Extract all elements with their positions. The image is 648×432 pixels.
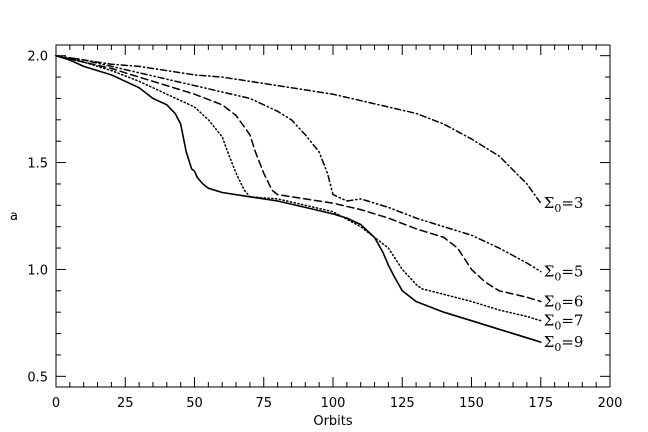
series-label-value: =5 (561, 263, 583, 281)
series-2: Σ0=5 (55, 54, 584, 284)
y-tick-label: 1.5 (27, 157, 48, 172)
series-label-value: =3 (561, 194, 583, 212)
series-label-subscript: 0 (554, 202, 561, 215)
series-label: Σ0=6 (544, 293, 584, 314)
series-label-symbol: Σ (544, 333, 555, 351)
x-tick-label: 150 (459, 396, 484, 411)
series-label: Σ0=3 (544, 194, 584, 215)
series-label-symbol: Σ (544, 263, 555, 281)
y-tick-label: 0.5 (27, 370, 48, 385)
x-axis-title: Orbits (313, 414, 353, 429)
y-tick-label: 2.0 (27, 50, 48, 65)
series-4: Σ0=7 (55, 54, 584, 333)
series-3: Σ0=6 (55, 54, 584, 314)
x-tick-label: 175 (528, 396, 553, 411)
series-label: Σ0=7 (544, 312, 584, 333)
series-label-value: =9 (561, 333, 583, 351)
series-label: Σ0=9 (544, 333, 584, 354)
series-label: Σ0=5 (544, 263, 584, 284)
series-label-value: =6 (561, 293, 583, 311)
series-label-symbol: Σ (544, 312, 555, 330)
series-label-symbol: Σ (544, 293, 555, 311)
x-tick-label: 25 (117, 396, 134, 411)
x-tick-label: 50 (186, 396, 203, 411)
x-tick-label: 0 (52, 396, 60, 411)
y-axis-title: a (10, 209, 18, 224)
series-label-subscript: 0 (554, 341, 561, 354)
series-label-value: =7 (561, 312, 583, 330)
x-tick-label: 200 (598, 396, 623, 411)
series-group: Σ0=3Σ0=5Σ0=6Σ0=7Σ0=9 (55, 54, 584, 354)
x-tick-label: 75 (255, 396, 272, 411)
axes-group: 0 25 50 75 100 125 150 175 200 0.5 1.0 1.5 2.0 (27, 45, 622, 411)
y-tick-label: 1.0 (27, 263, 48, 278)
series-5: Σ0=9 (55, 54, 584, 354)
x-tick-label: 125 (390, 396, 415, 411)
series-label-symbol: Σ (544, 194, 555, 212)
series-label-subscript: 0 (554, 271, 561, 284)
series-label-subscript: 0 (554, 320, 561, 333)
series-1: Σ0=3 (55, 54, 584, 215)
series-label-subscript: 0 (554, 301, 561, 314)
x-tick-label: 100 (321, 396, 346, 411)
